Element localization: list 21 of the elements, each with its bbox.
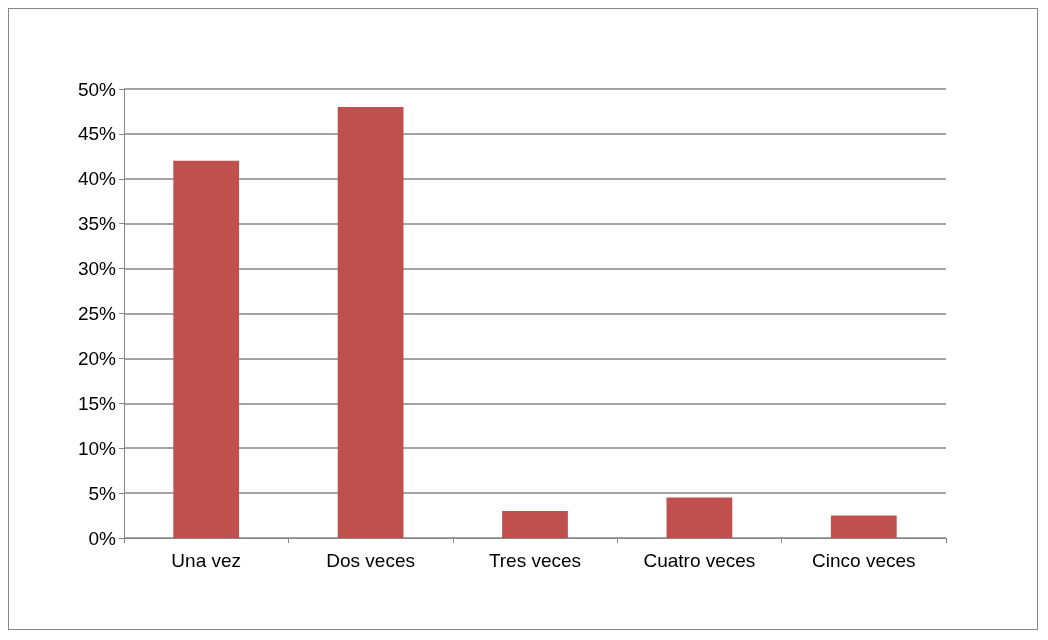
y-tick-label: 10% [77,437,117,459]
bar [337,106,404,538]
y-tick-label: 0% [88,527,117,549]
x-tick-label: Una vez [171,549,242,571]
x-tick-label: Tres veces [488,549,582,571]
x-tick-label: Cuatro veces [643,549,756,571]
y-tick-label: 40% [77,168,117,190]
y-tick-label: 45% [77,123,117,145]
y-tick-label: 25% [77,303,117,324]
x-tick-label: Cinco veces [812,549,916,571]
y-tick-label: 5% [88,482,117,504]
y-tick-label: 15% [77,392,117,414]
bar [830,515,897,538]
bar [502,511,568,538]
bar [666,497,733,538]
y-tick-label: 50% [77,78,117,100]
bar [173,160,240,538]
y-tick-label: 35% [77,213,117,235]
y-tick-label: 20% [77,347,117,369]
y-tick-label: 30% [77,258,117,280]
x-tick-label: Dos veces [326,549,415,571]
